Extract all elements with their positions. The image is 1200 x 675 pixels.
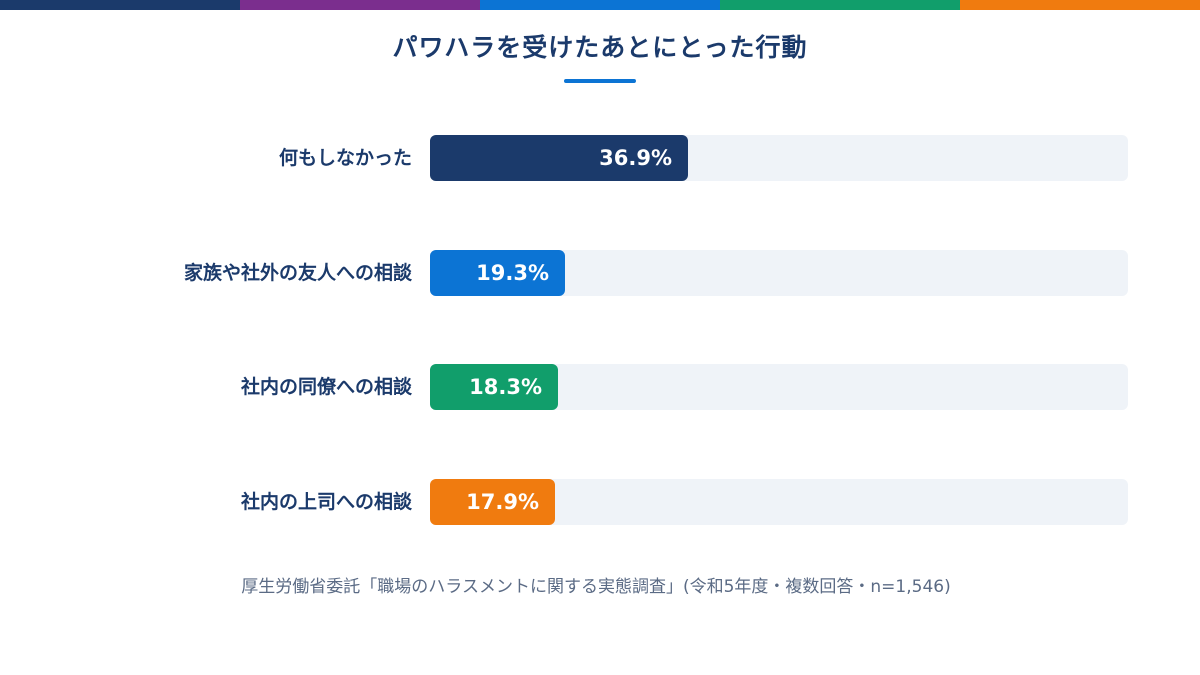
bar-row: 社内の上司への相談 17.9% — [0, 479, 1200, 525]
bar: 19.3% — [430, 250, 565, 296]
top-strip-segment — [240, 0, 480, 10]
bar-row: 社内の同僚への相談 18.3% — [0, 364, 1200, 410]
bar-track: 36.9% — [430, 135, 1128, 181]
bar-track: 17.9% — [430, 479, 1128, 525]
top-color-strip — [0, 0, 1200, 10]
title-underline — [564, 79, 636, 83]
bar-track: 18.3% — [430, 364, 1128, 410]
bar-row: 家族や社外の友人への相談 19.3% — [0, 250, 1200, 296]
bar: 18.3% — [430, 364, 558, 410]
category-label: 社内の上司への相談 — [240, 491, 412, 513]
category-label: 何もしなかった — [278, 147, 412, 169]
category-label: 家族や社外の友人への相談 — [183, 262, 412, 284]
bar-row: 何もしなかった 36.9% — [0, 135, 1200, 181]
chart-title: パワハラを受けたあとにとった行動 — [392, 33, 808, 62]
category-label: 社内の同僚への相談 — [240, 376, 412, 398]
bar-track: 19.3% — [430, 250, 1128, 296]
bar-value-label: 19.3% — [476, 261, 549, 285]
top-strip-segment — [0, 0, 240, 10]
source-note: 厚生労働省委託「職場のハラスメントに関する実態調査」(令和5年度・複数回答・n=… — [241, 577, 951, 597]
bar: 36.9% — [430, 135, 688, 181]
bar-value-label: 36.9% — [599, 146, 672, 170]
bar-value-label: 17.9% — [466, 490, 539, 514]
bar: 17.9% — [430, 479, 555, 525]
top-strip-segment — [480, 0, 720, 10]
bar-value-label: 18.3% — [469, 375, 542, 399]
top-strip-segment — [720, 0, 960, 10]
top-strip-segment — [960, 0, 1200, 10]
